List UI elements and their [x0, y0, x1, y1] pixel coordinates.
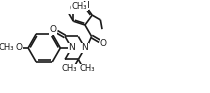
- Text: O: O: [50, 25, 57, 34]
- Text: N: N: [82, 1, 89, 10]
- Text: CH₃: CH₃: [72, 2, 87, 11]
- Text: N: N: [82, 43, 88, 52]
- Text: CH₃: CH₃: [61, 64, 77, 73]
- Text: CH₃: CH₃: [0, 43, 14, 52]
- Text: O: O: [70, 4, 77, 13]
- Text: O: O: [15, 43, 22, 52]
- Text: CH₃: CH₃: [80, 64, 96, 73]
- Text: N: N: [68, 43, 75, 52]
- Text: O: O: [100, 39, 107, 48]
